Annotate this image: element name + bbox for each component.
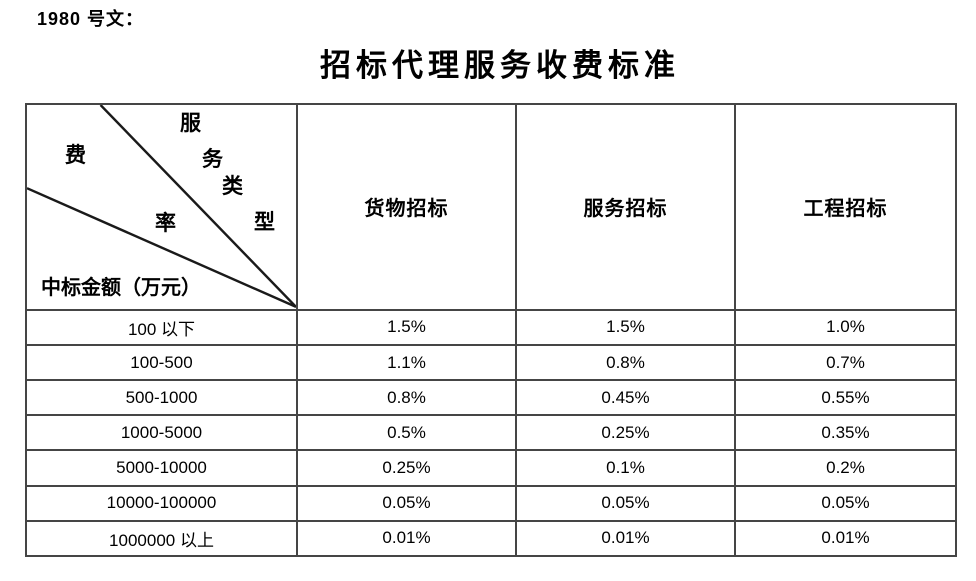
table-row: 1000000 以上 0.01% 0.01% 0.01% xyxy=(25,519,957,558)
amount-range-cell: 1000000 以上 xyxy=(25,519,298,558)
rate-cell: 0.45% xyxy=(515,379,736,417)
rate-cell: 0.7% xyxy=(734,344,957,382)
corner-label-rate-char: 率 xyxy=(155,211,176,235)
corner-label-service-type-char: 类 xyxy=(222,174,243,198)
row-axis-label: 中标金额（万元） xyxy=(41,277,201,299)
rate-cell: 0.2% xyxy=(734,449,957,487)
page-title: 招标代理服务收费标准 xyxy=(320,48,680,83)
amount-range-cell: 1000-5000 xyxy=(25,414,298,452)
table-row: 1000-5000 0.5% 0.25% 0.35% xyxy=(25,414,957,452)
rate-cell: 0.55% xyxy=(734,379,957,417)
column-header-goods-bidding: 货物招标 xyxy=(296,103,517,311)
rate-cell: 0.5% xyxy=(296,414,517,452)
table-corner-cell: 服 费 务 类 率 型 中标金额（万元） xyxy=(25,103,298,311)
table-header-row: 服 费 务 类 率 型 中标金额（万元） 货物招标 服务招标 工程招标 xyxy=(25,103,957,311)
corner-label-rate-char: 费 xyxy=(65,143,86,167)
rate-cell: 1.1% xyxy=(296,344,517,382)
doc-reference: 1980 号文： xyxy=(37,5,144,31)
rate-cell: 0.8% xyxy=(515,344,736,382)
rate-cell: 0.05% xyxy=(734,484,957,522)
amount-range-cell: 5000-10000 xyxy=(25,449,298,487)
rate-cell: 0.35% xyxy=(734,414,957,452)
table-row: 5000-10000 0.25% 0.1% 0.2% xyxy=(25,449,957,487)
column-header-service-bidding: 服务招标 xyxy=(515,103,736,311)
rate-cell: 0.8% xyxy=(296,379,517,417)
rate-cell: 0.01% xyxy=(515,519,736,558)
rate-cell: 0.25% xyxy=(515,414,736,452)
corner-label-service-type-char: 服 xyxy=(180,111,201,135)
table-row: 10000-100000 0.05% 0.05% 0.05% xyxy=(25,484,957,522)
rate-cell: 0.05% xyxy=(515,484,736,522)
corner-label-service-type-char: 型 xyxy=(254,210,275,234)
fee-standard-table: 服 费 务 类 率 型 中标金额（万元） 货物招标 服务招标 工程招标 100 … xyxy=(25,103,957,558)
table-row: 100-500 1.1% 0.8% 0.7% xyxy=(25,344,957,382)
rate-cell: 0.25% xyxy=(296,449,517,487)
rate-cell: 0.01% xyxy=(296,519,517,558)
rate-cell: 1.5% xyxy=(296,308,517,347)
rate-cell: 0.01% xyxy=(734,519,957,558)
rate-cell: 1.0% xyxy=(734,308,957,347)
amount-range-cell: 100 以下 xyxy=(25,308,298,347)
diagonal-divider-lines xyxy=(27,105,296,308)
amount-range-cell: 100-500 xyxy=(25,344,298,382)
column-header-engineering-bidding: 工程招标 xyxy=(734,103,957,311)
doc-reference-text: 1980 号文： xyxy=(37,9,145,29)
table-row: 100 以下 1.5% 1.5% 1.0% xyxy=(25,308,957,347)
rate-cell: 1.5% xyxy=(515,308,736,347)
rate-cell: 0.1% xyxy=(515,449,736,487)
corner-label-service-type-char: 务 xyxy=(202,147,223,171)
rate-cell: 0.05% xyxy=(296,484,517,522)
amount-range-cell: 10000-100000 xyxy=(25,484,298,522)
amount-range-cell: 500-1000 xyxy=(25,379,298,417)
table-row: 500-1000 0.8% 0.45% 0.55% xyxy=(25,379,957,417)
